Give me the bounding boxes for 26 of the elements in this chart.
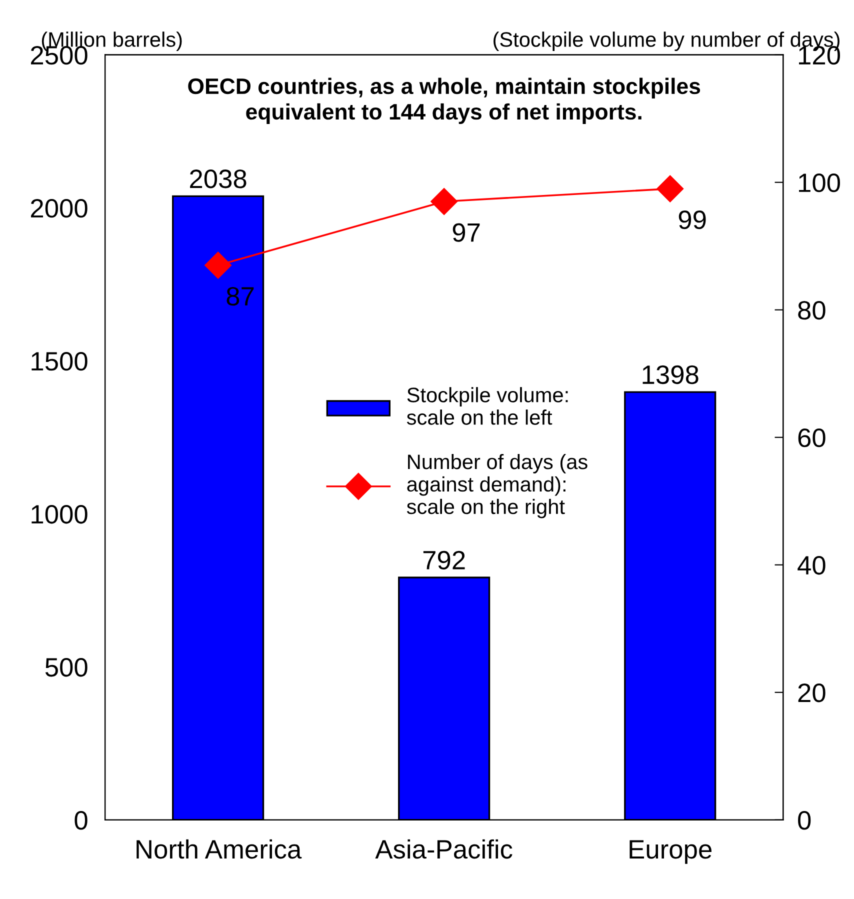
y-tick-label: 2000 xyxy=(31,198,88,218)
data-label: 99 xyxy=(678,210,706,230)
x-tick-label: Europe xyxy=(630,840,712,864)
y2-tick-label: 40 xyxy=(798,556,826,575)
y-tick-label: 0 xyxy=(74,811,88,830)
data-label: 87 xyxy=(226,286,254,306)
data-label: 2038 xyxy=(190,170,246,188)
x-tick-label: North America xyxy=(136,839,302,859)
data-label: 97 xyxy=(452,223,480,242)
point xyxy=(204,252,232,279)
legend-label: Number of days (as against demand): scale on the right xyxy=(406,454,588,518)
legend-label: Stockpile volume: scale on the left xyxy=(406,387,568,425)
y2-tick-label: 80 xyxy=(798,300,826,320)
data-label: 1398 xyxy=(642,365,698,384)
y2-tick-label: 20 xyxy=(798,684,826,702)
text: OECD countries, as a whole, maintain stockpiles equivalent to 144 days of net imports. xyxy=(188,78,700,124)
point xyxy=(430,188,458,215)
point xyxy=(656,175,684,202)
data-label: 792 xyxy=(423,550,465,570)
y-tick-label: 1000 xyxy=(32,505,88,524)
y2-tick-label: 100 xyxy=(799,173,840,192)
y-tick-label: 1500 xyxy=(32,352,88,371)
y-tick-label: 500 xyxy=(45,658,88,677)
x-tick-label: Asia-Pacific xyxy=(375,839,512,859)
y2-tick-label: 0 xyxy=(798,811,811,830)
y2-tick-label: 60 xyxy=(798,428,826,448)
